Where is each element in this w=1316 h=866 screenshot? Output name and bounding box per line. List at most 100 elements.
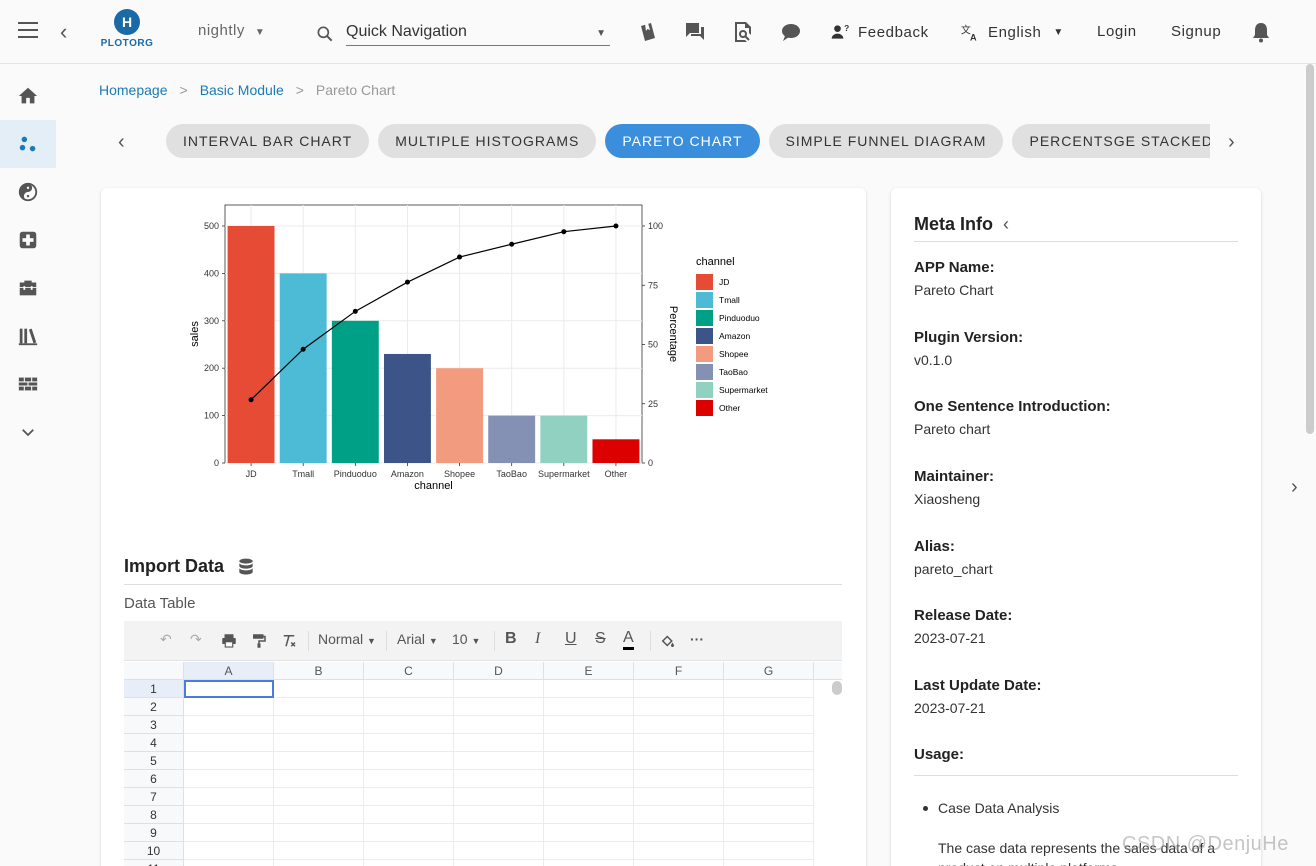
row-header[interactable]: 3 xyxy=(124,716,184,734)
italic-button[interactable]: I xyxy=(535,630,541,647)
column-header[interactable]: C xyxy=(364,662,454,680)
cell[interactable] xyxy=(274,752,364,770)
redo-icon[interactable]: ↷ xyxy=(190,631,202,647)
cell[interactable] xyxy=(544,770,634,788)
tab-percentage-stacked[interactable]: PERCENTSGE STACKED xyxy=(1012,124,1210,158)
cell[interactable] xyxy=(454,770,544,788)
cell[interactable] xyxy=(544,824,634,842)
row-header[interactable]: 7 xyxy=(124,788,184,806)
cell[interactable] xyxy=(454,824,544,842)
cell[interactable] xyxy=(184,752,274,770)
cell[interactable] xyxy=(364,824,454,842)
fill-color-icon[interactable] xyxy=(659,632,677,650)
font-select[interactable]: Arial ▼ xyxy=(397,631,438,647)
menu-icon[interactable] xyxy=(18,22,38,38)
tab-simple-funnel-diagram[interactable]: SIMPLE FUNNEL DIAGRAM xyxy=(768,124,1004,158)
login-button[interactable]: Login xyxy=(1097,23,1137,40)
cell[interactable] xyxy=(544,788,634,806)
cell[interactable] xyxy=(184,716,274,734)
cell[interactable] xyxy=(454,734,544,752)
cell[interactable] xyxy=(454,752,544,770)
selected-cell[interactable] xyxy=(184,680,274,698)
cell[interactable] xyxy=(364,752,454,770)
column-header[interactable]: E xyxy=(544,662,634,680)
cell[interactable] xyxy=(634,788,724,806)
cell[interactable] xyxy=(634,734,724,752)
rail-expand[interactable] xyxy=(0,408,56,456)
cell[interactable] xyxy=(274,842,364,860)
chevron-left-icon[interactable]: ‹ xyxy=(1003,214,1009,234)
cell[interactable] xyxy=(184,806,274,824)
sheet-corner[interactable] xyxy=(124,662,184,680)
feedback-button[interactable]: ? Feedback xyxy=(830,22,929,42)
column-header[interactable]: F xyxy=(634,662,724,680)
row-header[interactable]: 8 xyxy=(124,806,184,824)
breadcrumb-basic-module[interactable]: Basic Module xyxy=(199,82,284,98)
chat-icon[interactable] xyxy=(779,20,803,44)
cell[interactable] xyxy=(544,806,634,824)
cell[interactable] xyxy=(544,734,634,752)
cell[interactable] xyxy=(364,788,454,806)
underline-button[interactable]: U xyxy=(565,630,577,647)
row-header[interactable]: 2 xyxy=(124,698,184,716)
undo-icon[interactable]: ↶ xyxy=(160,631,172,647)
cell[interactable] xyxy=(454,716,544,734)
cell[interactable] xyxy=(544,842,634,860)
cell[interactable] xyxy=(724,824,814,842)
rail-home[interactable] xyxy=(0,72,56,120)
cell[interactable] xyxy=(184,698,274,716)
cell[interactable] xyxy=(274,716,364,734)
cell[interactable] xyxy=(724,788,814,806)
cell[interactable] xyxy=(454,860,544,866)
cell[interactable] xyxy=(274,860,364,866)
cell[interactable] xyxy=(184,860,274,866)
clear-format-icon[interactable] xyxy=(280,632,298,650)
cell[interactable] xyxy=(454,698,544,716)
rail-brick-wall[interactable] xyxy=(0,360,56,408)
cell[interactable] xyxy=(454,842,544,860)
cell[interactable] xyxy=(724,698,814,716)
cell[interactable] xyxy=(724,842,814,860)
cell[interactable] xyxy=(634,770,724,788)
cell[interactable] xyxy=(634,842,724,860)
tab-interval-bar-chart[interactable]: INTERVAL BAR CHART xyxy=(166,124,370,158)
cell[interactable] xyxy=(184,770,274,788)
tab-multiple-histograms[interactable]: MULTIPLE HISTOGRAMS xyxy=(378,124,597,158)
cell[interactable] xyxy=(454,788,544,806)
sheet-scrollbar[interactable] xyxy=(832,681,842,695)
cell[interactable] xyxy=(634,806,724,824)
chevron-left-icon[interactable]: ‹ xyxy=(60,19,68,44)
cell[interactable] xyxy=(184,842,274,860)
cell[interactable] xyxy=(364,860,454,866)
row-header[interactable]: 5 xyxy=(124,752,184,770)
cell[interactable] xyxy=(634,716,724,734)
rail-basic-module[interactable] xyxy=(0,120,56,168)
tab-pareto-chart[interactable]: PARETO CHART xyxy=(605,124,760,158)
logo[interactable]: H PLOTORG xyxy=(98,9,156,51)
text-color-button[interactable]: A xyxy=(623,629,634,650)
paint-format-icon[interactable] xyxy=(250,632,268,650)
cell[interactable] xyxy=(634,824,724,842)
print-icon[interactable] xyxy=(220,632,238,650)
strikethrough-button[interactable]: S xyxy=(595,630,606,647)
row-header[interactable]: 6 xyxy=(124,770,184,788)
cell[interactable] xyxy=(724,806,814,824)
cell[interactable] xyxy=(184,734,274,752)
bell-icon[interactable] xyxy=(1249,20,1273,44)
cell[interactable] xyxy=(364,770,454,788)
breadcrumb-homepage[interactable]: Homepage xyxy=(99,82,168,98)
cell[interactable] xyxy=(364,806,454,824)
cell[interactable] xyxy=(634,752,724,770)
row-header[interactable]: 10 xyxy=(124,842,184,860)
rail-toolbox[interactable] xyxy=(0,264,56,312)
cell[interactable] xyxy=(544,752,634,770)
cell[interactable] xyxy=(544,680,634,698)
tabs-prev-icon[interactable]: ‹ xyxy=(118,131,125,153)
bookmark-icon[interactable] xyxy=(636,20,660,44)
row-header[interactable]: 11 xyxy=(124,860,184,866)
cell[interactable] xyxy=(724,770,814,788)
cell[interactable] xyxy=(274,824,364,842)
rail-medical[interactable] xyxy=(0,216,56,264)
cell[interactable] xyxy=(544,716,634,734)
